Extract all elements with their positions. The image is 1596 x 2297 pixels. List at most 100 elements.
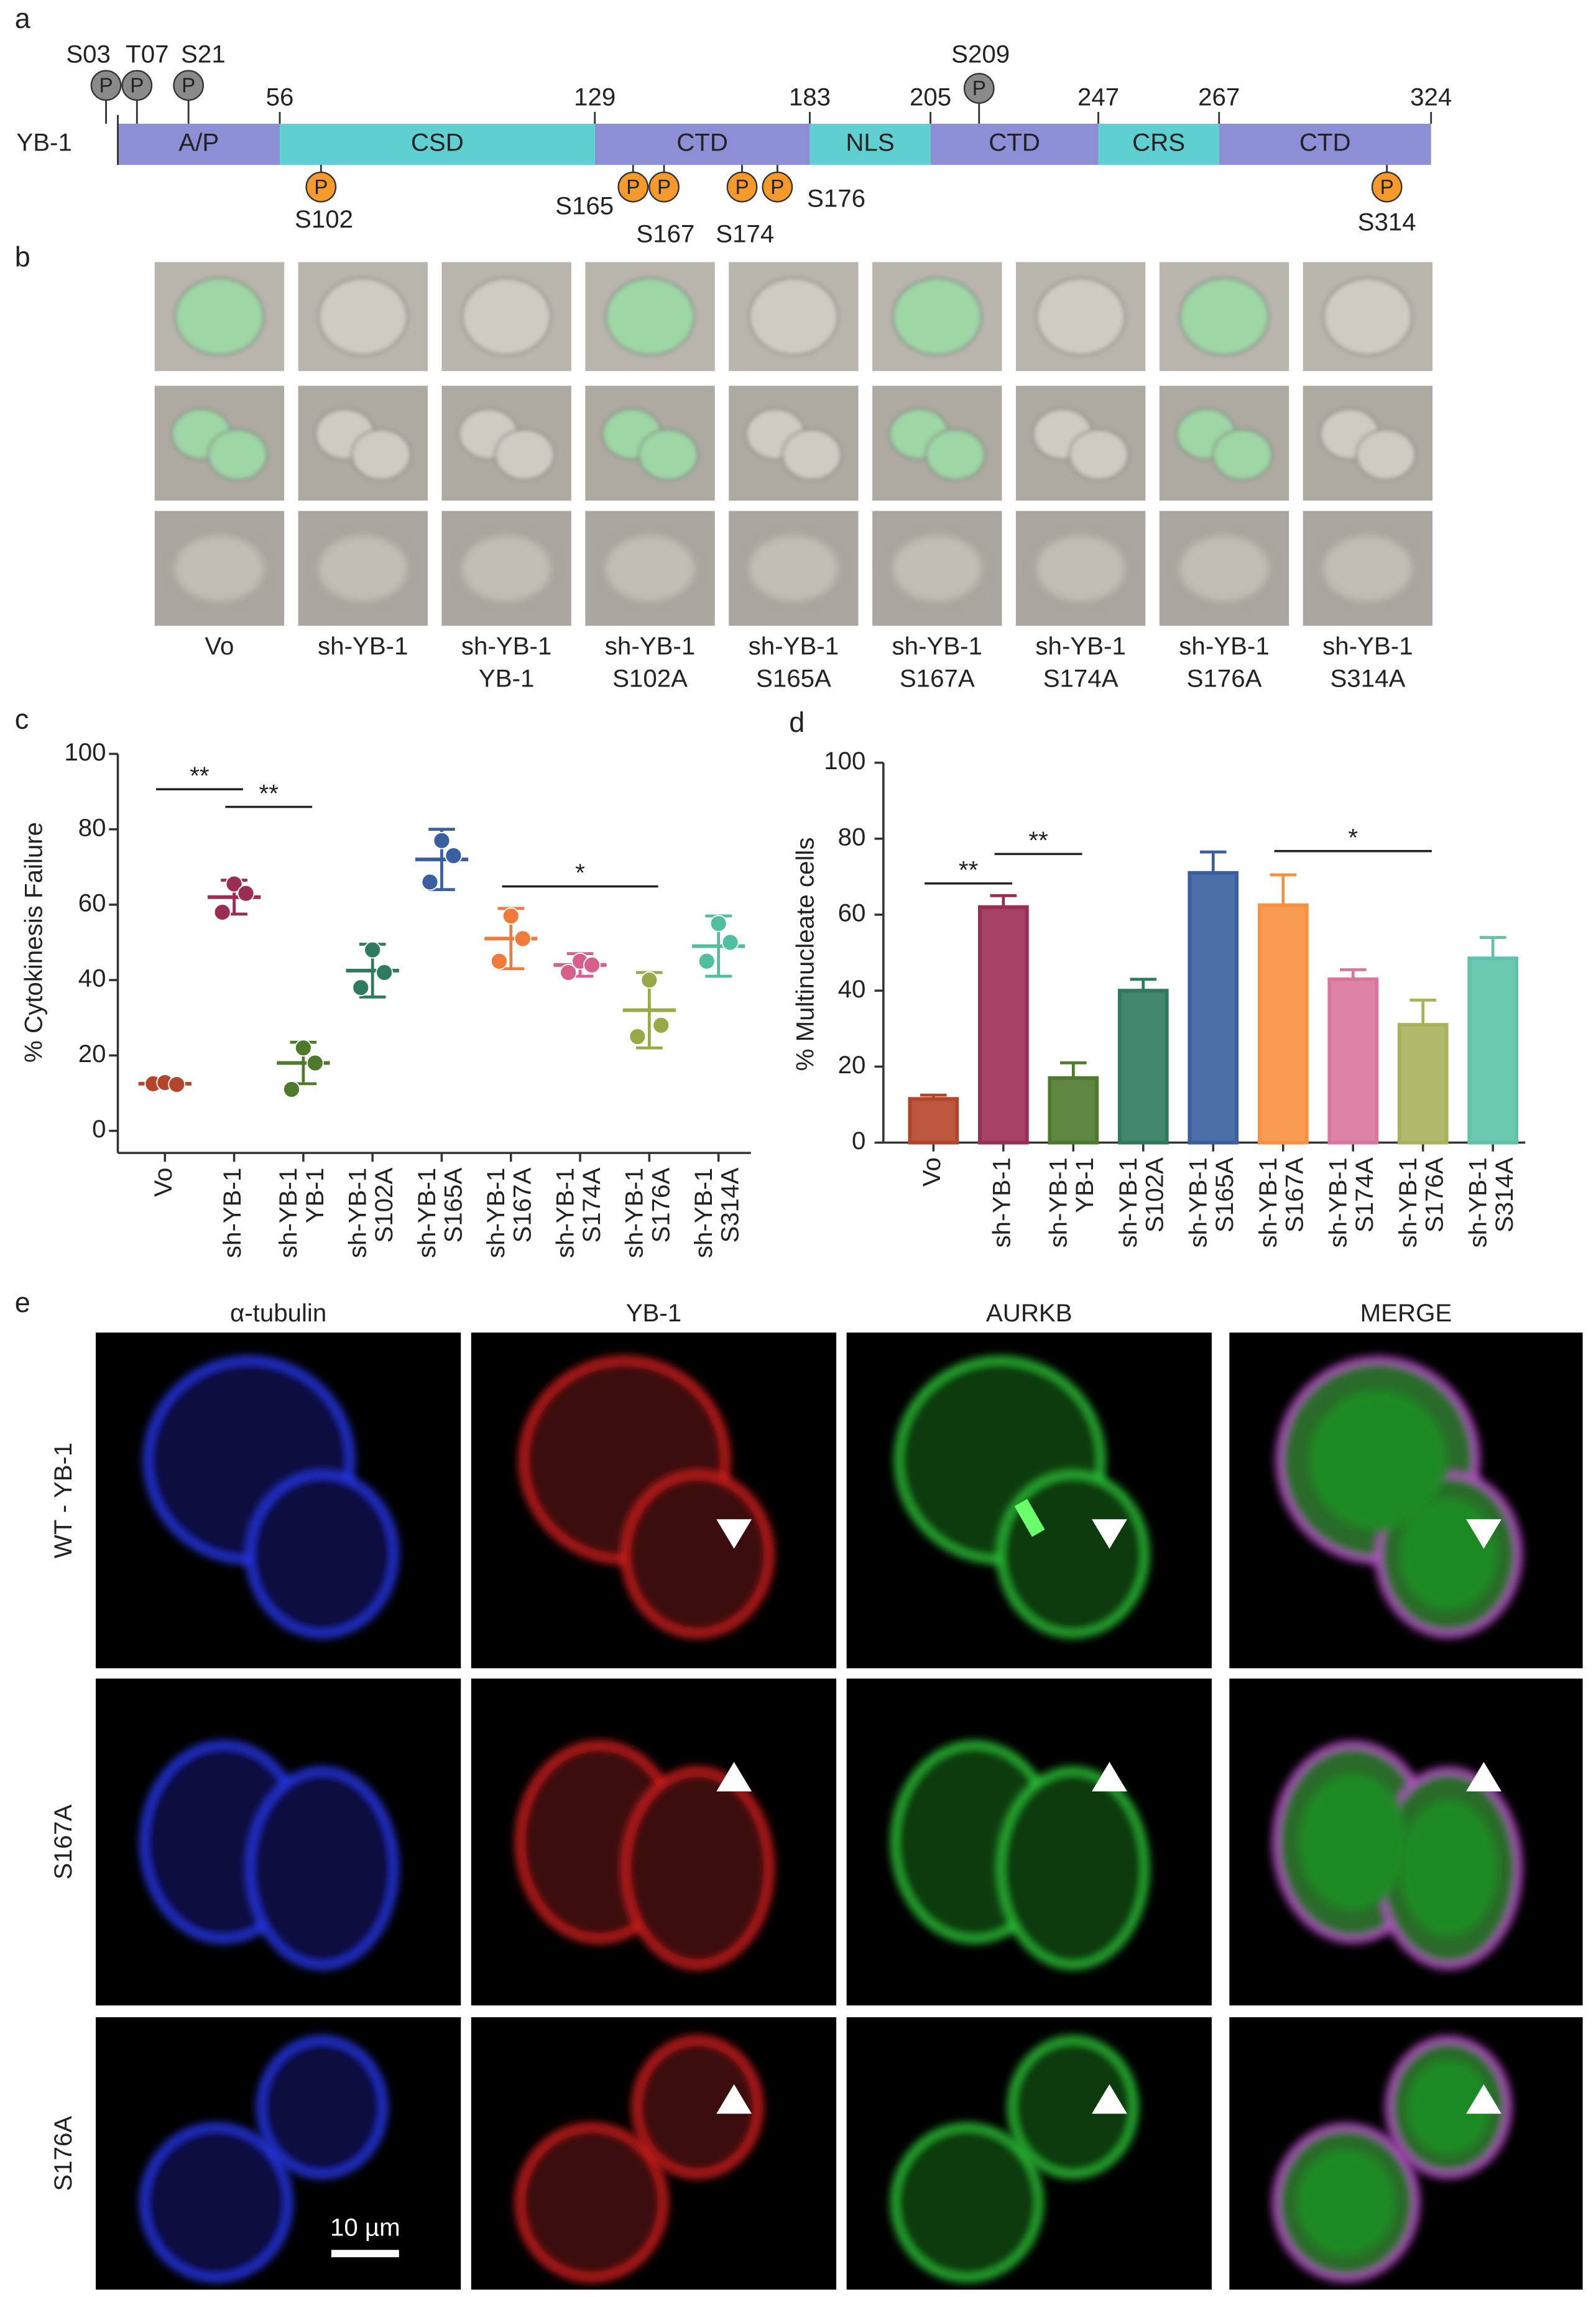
scale-bar bbox=[331, 2250, 399, 2258]
data-point bbox=[225, 875, 243, 893]
nucleus-stain bbox=[1406, 2059, 1491, 2155]
data-point bbox=[445, 847, 463, 865]
significance-label: ** bbox=[259, 779, 279, 807]
x-tick-label: YB-1 bbox=[301, 1168, 329, 1223]
column-label: S102A bbox=[612, 665, 688, 693]
arrowhead bbox=[1466, 1519, 1501, 1549]
cell bbox=[1355, 428, 1416, 481]
x-tick-label: sh-YB-1 bbox=[274, 1168, 302, 1258]
y-axis-title: % Cytokinesis Failure bbox=[20, 822, 48, 1063]
nucleus-stain bbox=[1399, 1799, 1498, 1937]
nucleus-stain bbox=[1298, 1773, 1408, 1911]
data-point bbox=[306, 1054, 324, 1072]
significance-label: ** bbox=[190, 762, 210, 790]
channel-label: α-tubulin bbox=[230, 1299, 326, 1327]
phospho-symbol: P bbox=[770, 176, 784, 199]
nucleus-stain bbox=[1308, 1389, 1447, 1531]
data-point bbox=[376, 964, 394, 981]
nucleus-stain bbox=[1399, 1497, 1498, 1611]
domain bbox=[930, 123, 1099, 165]
cell-stain bbox=[140, 2123, 292, 2282]
domain bbox=[1098, 123, 1219, 165]
data-point bbox=[433, 831, 451, 849]
arrowhead bbox=[1466, 1762, 1501, 1791]
y-tick-label: 0 bbox=[852, 1127, 865, 1155]
cell bbox=[1179, 277, 1270, 356]
y-tick-label: 40 bbox=[78, 964, 106, 992]
phospho-symbol: P bbox=[314, 176, 328, 199]
channel-label: YB-1 bbox=[626, 1299, 681, 1327]
scale-bar-label: 10 µm bbox=[330, 2214, 400, 2242]
domain bbox=[810, 123, 931, 165]
arrowhead bbox=[1466, 2084, 1501, 2114]
site-label: S03 bbox=[66, 40, 111, 68]
x-tick-label: Vo bbox=[149, 1168, 177, 1197]
phospho-site bbox=[1371, 171, 1403, 203]
y-tick-label: 20 bbox=[78, 1040, 106, 1068]
bar bbox=[1257, 903, 1309, 1145]
data-point bbox=[168, 1076, 186, 1093]
x-tick-label: sh-YB-1 bbox=[1254, 1157, 1282, 1247]
cell bbox=[351, 428, 412, 481]
cell bbox=[207, 428, 268, 481]
cell bbox=[745, 532, 842, 605]
midbody bbox=[1014, 1499, 1045, 1537]
cell-stain bbox=[621, 1471, 774, 1638]
x-tick-label: sh-YB-1 bbox=[551, 1168, 579, 1258]
site-label: S167 bbox=[636, 220, 694, 247]
domain-label: CTD bbox=[989, 129, 1040, 157]
bar bbox=[1188, 871, 1239, 1145]
data-point bbox=[721, 933, 739, 951]
y-tick-label: 60 bbox=[78, 889, 106, 917]
data-point bbox=[282, 1080, 300, 1098]
domain-label: A/P bbox=[178, 129, 219, 157]
x-tick-label: S167A bbox=[1281, 1157, 1309, 1232]
site-label: S174 bbox=[716, 220, 774, 247]
bar bbox=[1327, 977, 1379, 1145]
phospho-site bbox=[963, 73, 995, 104]
cell-stain bbox=[246, 1471, 399, 1638]
x-tick-label: S174A bbox=[1350, 1157, 1378, 1232]
column-label: Vo bbox=[205, 632, 234, 660]
cell bbox=[602, 532, 698, 605]
phospho-site bbox=[762, 171, 793, 203]
arrowhead bbox=[1092, 2084, 1127, 2114]
boundary-label: 205 bbox=[910, 83, 951, 111]
cell bbox=[171, 532, 267, 605]
x-tick-label: S102A bbox=[1141, 1157, 1169, 1232]
cell-stain bbox=[997, 1767, 1149, 1969]
significance-label: * bbox=[575, 859, 585, 887]
panel-label: b bbox=[15, 241, 30, 273]
bar bbox=[1397, 1023, 1449, 1145]
cell bbox=[889, 532, 985, 605]
column-label: YB-1 bbox=[479, 665, 534, 693]
phospho-symbol: P bbox=[626, 176, 640, 199]
x-tick-label: sh-YB-1 bbox=[1464, 1157, 1492, 1247]
x-tick-label: YB-1 bbox=[1071, 1157, 1099, 1213]
cell-stain bbox=[621, 1767, 774, 1969]
y-tick-label: 0 bbox=[92, 1115, 106, 1143]
x-tick-label: S314A bbox=[716, 1168, 744, 1243]
data-point bbox=[640, 971, 658, 989]
site-label: S21 bbox=[181, 40, 226, 68]
y-tick-label: 100 bbox=[64, 738, 106, 766]
data-point bbox=[629, 1028, 647, 1046]
domain-label: CTD bbox=[676, 129, 728, 157]
x-tick-label: sh-YB-1 bbox=[482, 1168, 510, 1258]
y-tick-label: 20 bbox=[838, 1051, 866, 1079]
x-tick-label: S176A bbox=[1421, 1157, 1449, 1232]
column-label: sh-YB-1 bbox=[892, 632, 982, 660]
phospho-site bbox=[173, 70, 205, 101]
cell bbox=[1176, 532, 1272, 605]
x-tick-label: sh-YB-1 bbox=[1394, 1157, 1422, 1247]
data-point bbox=[421, 873, 439, 891]
bar bbox=[1048, 1076, 1099, 1145]
cell-stain bbox=[632, 2036, 763, 2178]
significance-label: ** bbox=[959, 856, 979, 884]
cell-stain bbox=[257, 2036, 387, 2178]
domain-label: NLS bbox=[846, 129, 894, 157]
cell bbox=[494, 428, 555, 481]
column-label: sh-YB-1 bbox=[749, 632, 839, 660]
x-tick-label: sh-YB-1 bbox=[690, 1168, 717, 1258]
